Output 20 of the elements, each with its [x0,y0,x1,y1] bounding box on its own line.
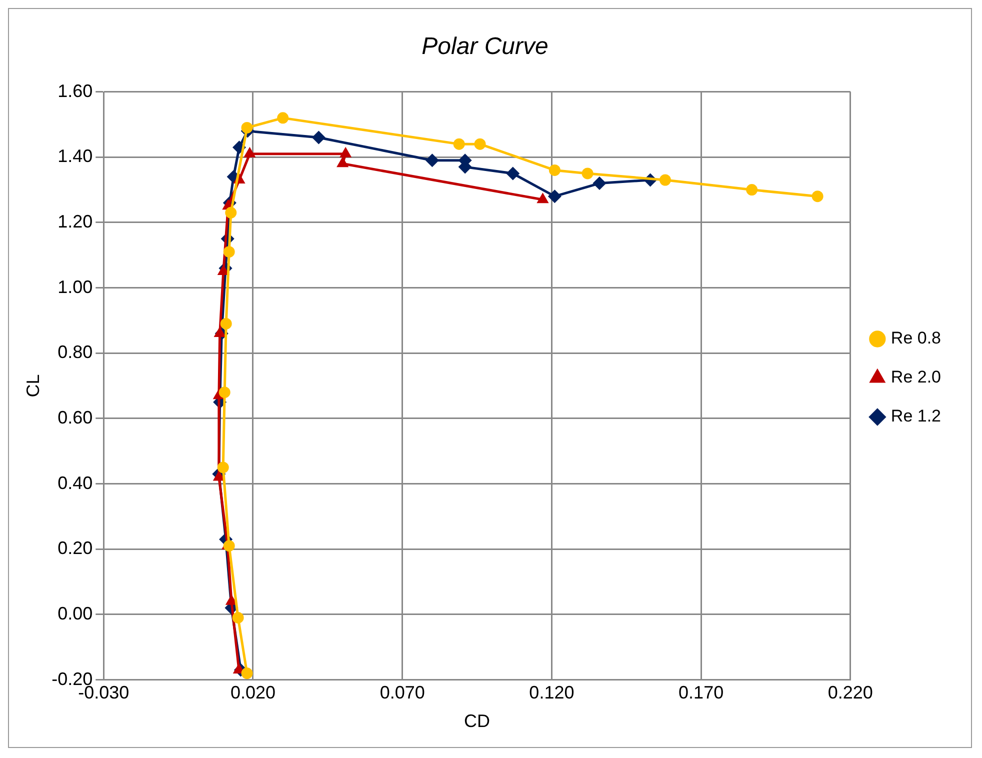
legend-label: Re 2.0 [890,368,942,387]
y-tick-label: 1.00 [58,276,93,297]
x-tick-label: 0.120 [529,682,574,703]
y-axis-title: CL [22,374,43,398]
x-tick-label: 0.020 [230,682,276,703]
legend-label: Re 0.8 [890,328,942,348]
chart-title: Polar Curve [422,33,548,60]
y-tick-label: 1.40 [58,146,93,166]
x-tick-label: 0.070 [380,682,425,703]
legend-label: Re 1.2 [890,406,942,426]
x-tick-label: 0.220 [828,682,873,703]
y-tick-label: 0.60 [58,407,93,428]
x-tick-label: 0.170 [678,682,724,703]
y-tick-label: 0.20 [58,538,93,558]
y-tick-label: 0.40 [58,472,93,493]
y-tick-label: 1.60 [58,80,93,101]
y-tick-label: 0.80 [58,342,93,362]
x-axis-title: CD [464,711,490,732]
y-tick-label: 1.20 [58,211,93,232]
y-tick-label: 0.00 [58,603,93,624]
